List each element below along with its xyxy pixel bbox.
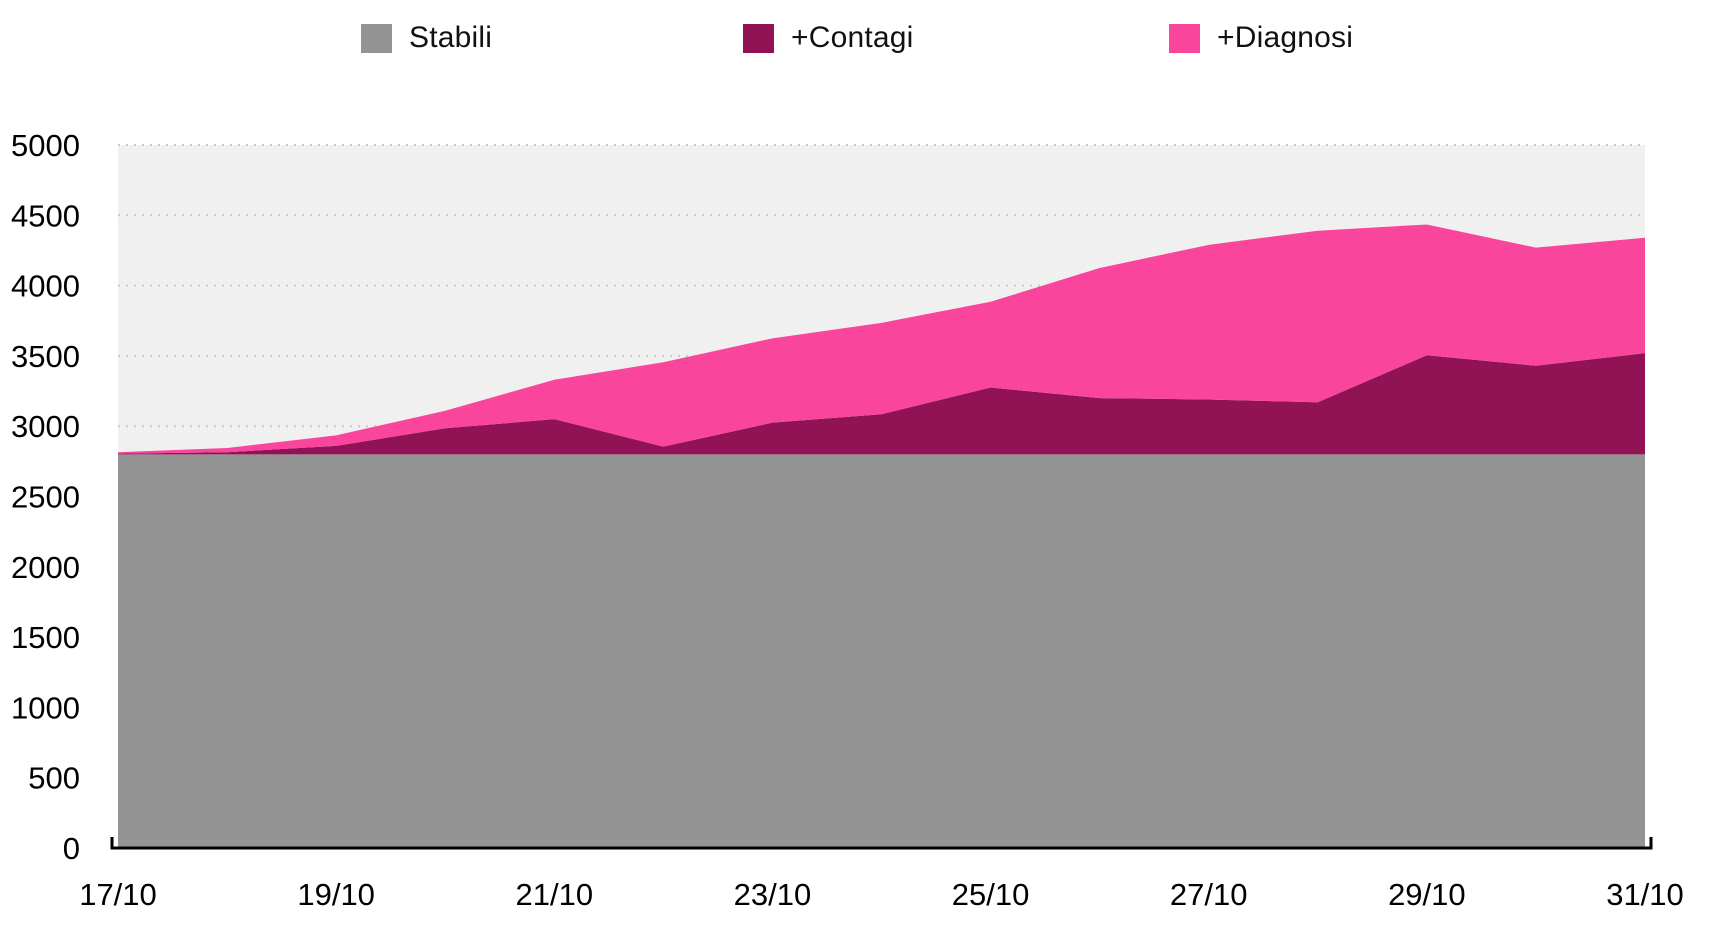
x-tick-label-19-10: 19/10 [297,877,375,912]
y-tick-label-2000: 2000 [11,550,80,585]
y-tick-labels: 0 500 1000 1500 2000 2500 3000 3500 4000 4500 5000 [11,128,80,866]
x-tick-label-29-10: 29/10 [1388,877,1466,912]
y-tick-label-3500: 3500 [11,339,80,374]
x-axis-line [110,837,1653,850]
x-tick-labels: 17/10 19/10 21/10 23/10 25/10 27/10 29/10 31/10 [79,877,1684,912]
x-tick-label-23-10: 23/10 [734,877,812,912]
area-series-layer [118,224,1645,848]
area-diagnosi [118,224,1645,454]
x-tick-label-31-10: 31/10 [1606,877,1684,912]
x-tick-label-21-10: 21/10 [515,877,593,912]
legend-label-contagi: +Contagi [791,21,914,54]
x-tick-label-17-10: 17/10 [79,877,157,912]
diagnosi-color-swatch [1169,23,1200,53]
legend-item-diagnosi: +Diagnosi [1169,21,1353,55]
y-tick-label-4500: 4500 [11,198,80,233]
stabili-color-swatch [361,23,392,53]
legend-item-stabili: Stabili [361,21,492,55]
contagi-color-swatch [743,23,774,53]
legend-item-contagi: +Contagi [743,21,914,55]
x-axis-layer [110,837,1653,850]
y-tick-label-4000: 4000 [11,269,80,304]
x-tick-label-27-10: 27/10 [1170,877,1248,912]
y-tick-label-1500: 1500 [11,620,80,655]
y-tick-label-0: 0 [63,831,80,866]
area-stabili [118,454,1645,848]
y-tick-label-2500: 2500 [11,480,80,515]
area-contagi [118,353,1645,455]
legend-label-diagnosi: +Diagnosi [1217,21,1354,54]
y-tick-label-5000: 5000 [11,128,80,163]
y-tick-label-3000: 3000 [11,409,80,444]
legend-label-stabili: Stabili [409,21,493,54]
y-tick-label-1000: 1000 [11,690,80,725]
x-tick-label-25-10: 25/10 [952,877,1030,912]
y-tick-label-500: 500 [28,761,80,796]
